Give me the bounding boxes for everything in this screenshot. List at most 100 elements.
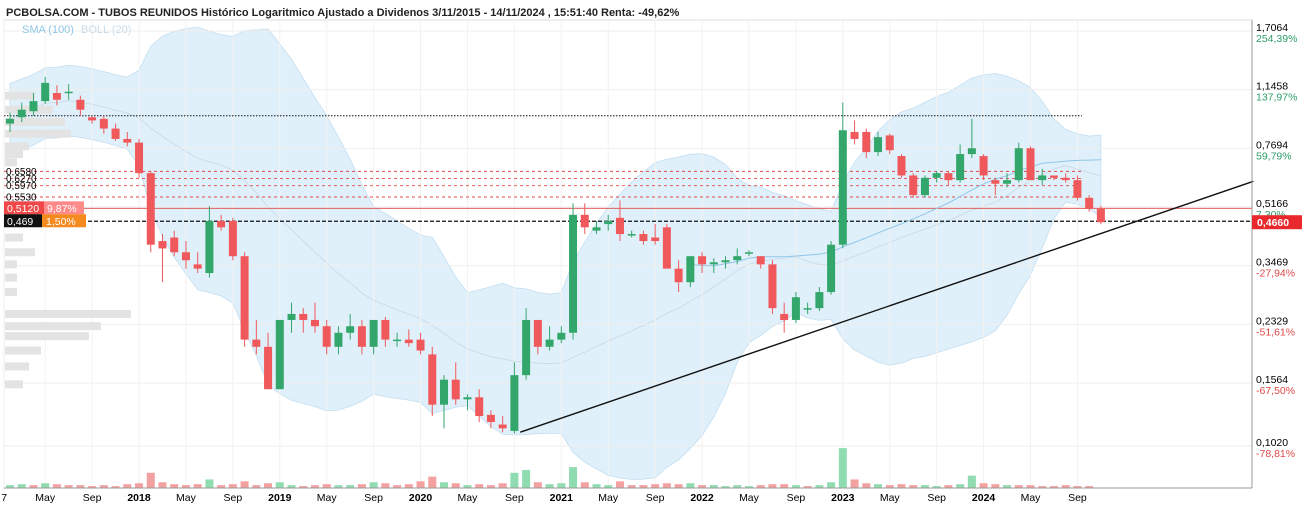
candle-body bbox=[791, 297, 800, 320]
level-tag-pct-bg bbox=[42, 214, 86, 228]
volume-bar bbox=[17, 484, 26, 488]
candle-body bbox=[686, 256, 695, 283]
x-tick-label: May bbox=[598, 492, 619, 504]
volume-profile-bar bbox=[5, 380, 23, 389]
candle-body bbox=[123, 138, 132, 143]
x-tick-label: May bbox=[1021, 492, 1042, 504]
volume-bar bbox=[991, 484, 1000, 488]
volume-bar bbox=[275, 482, 284, 488]
volume-bar bbox=[850, 479, 859, 488]
x-tick-label: May bbox=[458, 492, 479, 504]
volume-bar bbox=[1003, 485, 1012, 488]
candle-body bbox=[838, 130, 847, 245]
candle-body bbox=[1014, 148, 1023, 181]
volume-bar bbox=[193, 484, 202, 488]
volume-bar bbox=[310, 485, 319, 488]
candle-body bbox=[1049, 175, 1058, 178]
candle-body bbox=[64, 91, 73, 94]
volume-bar bbox=[217, 485, 226, 488]
candle-body bbox=[944, 173, 953, 181]
volume-bar bbox=[651, 484, 660, 488]
level-tag-pct: 9,87% bbox=[47, 203, 77, 215]
volume-bar bbox=[967, 475, 976, 488]
candle-body bbox=[158, 241, 167, 249]
volume-bar bbox=[733, 485, 742, 488]
volume-bar bbox=[146, 472, 155, 488]
volume-bar bbox=[838, 448, 847, 488]
candle-body bbox=[393, 339, 402, 342]
candle-body bbox=[322, 326, 331, 347]
candle-body bbox=[1085, 197, 1094, 209]
candle-body bbox=[639, 234, 648, 242]
volume-profile-bar bbox=[5, 233, 23, 242]
candle-body bbox=[862, 131, 871, 153]
volume-bar bbox=[862, 483, 871, 488]
chart-title: PCBOLSA.COM - TUBOS REUNIDOS Histórico L… bbox=[6, 7, 679, 19]
candle-body bbox=[217, 220, 226, 228]
candle-body bbox=[486, 414, 495, 423]
volume-profile-bar bbox=[5, 362, 29, 371]
volume-bar bbox=[569, 467, 578, 488]
candle-body bbox=[827, 244, 836, 293]
volume-bar bbox=[768, 484, 777, 488]
candle-body bbox=[1096, 208, 1105, 223]
candle-body bbox=[979, 156, 988, 176]
candle-body bbox=[709, 262, 718, 265]
volume-bar bbox=[440, 482, 449, 488]
volume-bar bbox=[252, 485, 261, 488]
candle-body bbox=[1026, 148, 1035, 181]
volume-bar bbox=[123, 484, 132, 488]
trendline bbox=[520, 180, 1254, 433]
volume-bar bbox=[827, 482, 836, 488]
candle-body bbox=[264, 346, 273, 390]
volume-profile-bar bbox=[5, 129, 71, 138]
volume-bar bbox=[264, 483, 273, 488]
volume-bar bbox=[791, 485, 800, 488]
volume-bar bbox=[41, 483, 50, 488]
y-tick-label: 0,1564 bbox=[1256, 374, 1288, 386]
volume-bar bbox=[287, 485, 296, 488]
volume-bar bbox=[698, 485, 707, 488]
x-tick-label: May bbox=[35, 492, 56, 504]
volume-bar bbox=[557, 483, 566, 488]
volume-bar bbox=[1026, 485, 1035, 488]
y-tick-pct: -67,50% bbox=[1256, 385, 1295, 397]
level-tag-pct: 1,50% bbox=[46, 216, 76, 228]
volume-bar bbox=[627, 485, 636, 488]
volume-bar bbox=[615, 481, 624, 488]
candle-body bbox=[604, 220, 613, 225]
x-tick-label: Sep bbox=[927, 492, 946, 504]
x-tick-label: May bbox=[317, 492, 338, 504]
y-tick-pct: -51,61% bbox=[1256, 326, 1295, 338]
candle-body bbox=[1061, 177, 1070, 181]
volume-bar bbox=[604, 485, 613, 488]
candle-body bbox=[569, 214, 578, 333]
candle-body bbox=[381, 319, 390, 340]
candle-body bbox=[627, 234, 636, 236]
volume-bar bbox=[932, 486, 941, 488]
volume-bar bbox=[1014, 485, 1023, 488]
volume-profile-bar bbox=[5, 288, 17, 297]
candle-body bbox=[41, 82, 50, 102]
candle-body bbox=[357, 326, 366, 347]
volume-bar bbox=[463, 485, 472, 488]
x-tick-label: Sep bbox=[224, 492, 243, 504]
volume-profile-bar bbox=[5, 248, 35, 257]
x-tick-label: 2020 bbox=[409, 492, 433, 504]
volume-bar bbox=[486, 485, 495, 488]
x-tick-label: Sep bbox=[505, 492, 524, 504]
volume-profile-bar bbox=[5, 105, 53, 114]
x-tick-label: 2019 bbox=[268, 492, 292, 504]
candle-body bbox=[557, 332, 566, 340]
candle-body bbox=[416, 339, 425, 351]
volume-bar bbox=[228, 484, 237, 488]
y-tick-pct: -78,81% bbox=[1256, 448, 1295, 460]
level-tag-pct-bg bbox=[44, 201, 84, 215]
volume-profile-bar bbox=[5, 142, 29, 151]
candle-body bbox=[240, 256, 249, 340]
volume-bar bbox=[498, 483, 507, 488]
volume-bar bbox=[52, 484, 61, 488]
candle-body bbox=[651, 237, 660, 242]
volume-bar bbox=[393, 485, 402, 488]
x-tick-label: 2022 bbox=[690, 492, 714, 504]
